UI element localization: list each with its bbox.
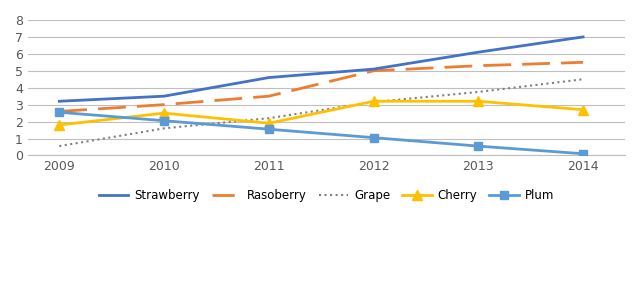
Legend: Strawberry, Rasoberry, Grape, Cherry, Plum: Strawberry, Rasoberry, Grape, Cherry, Pl… [94, 184, 559, 206]
